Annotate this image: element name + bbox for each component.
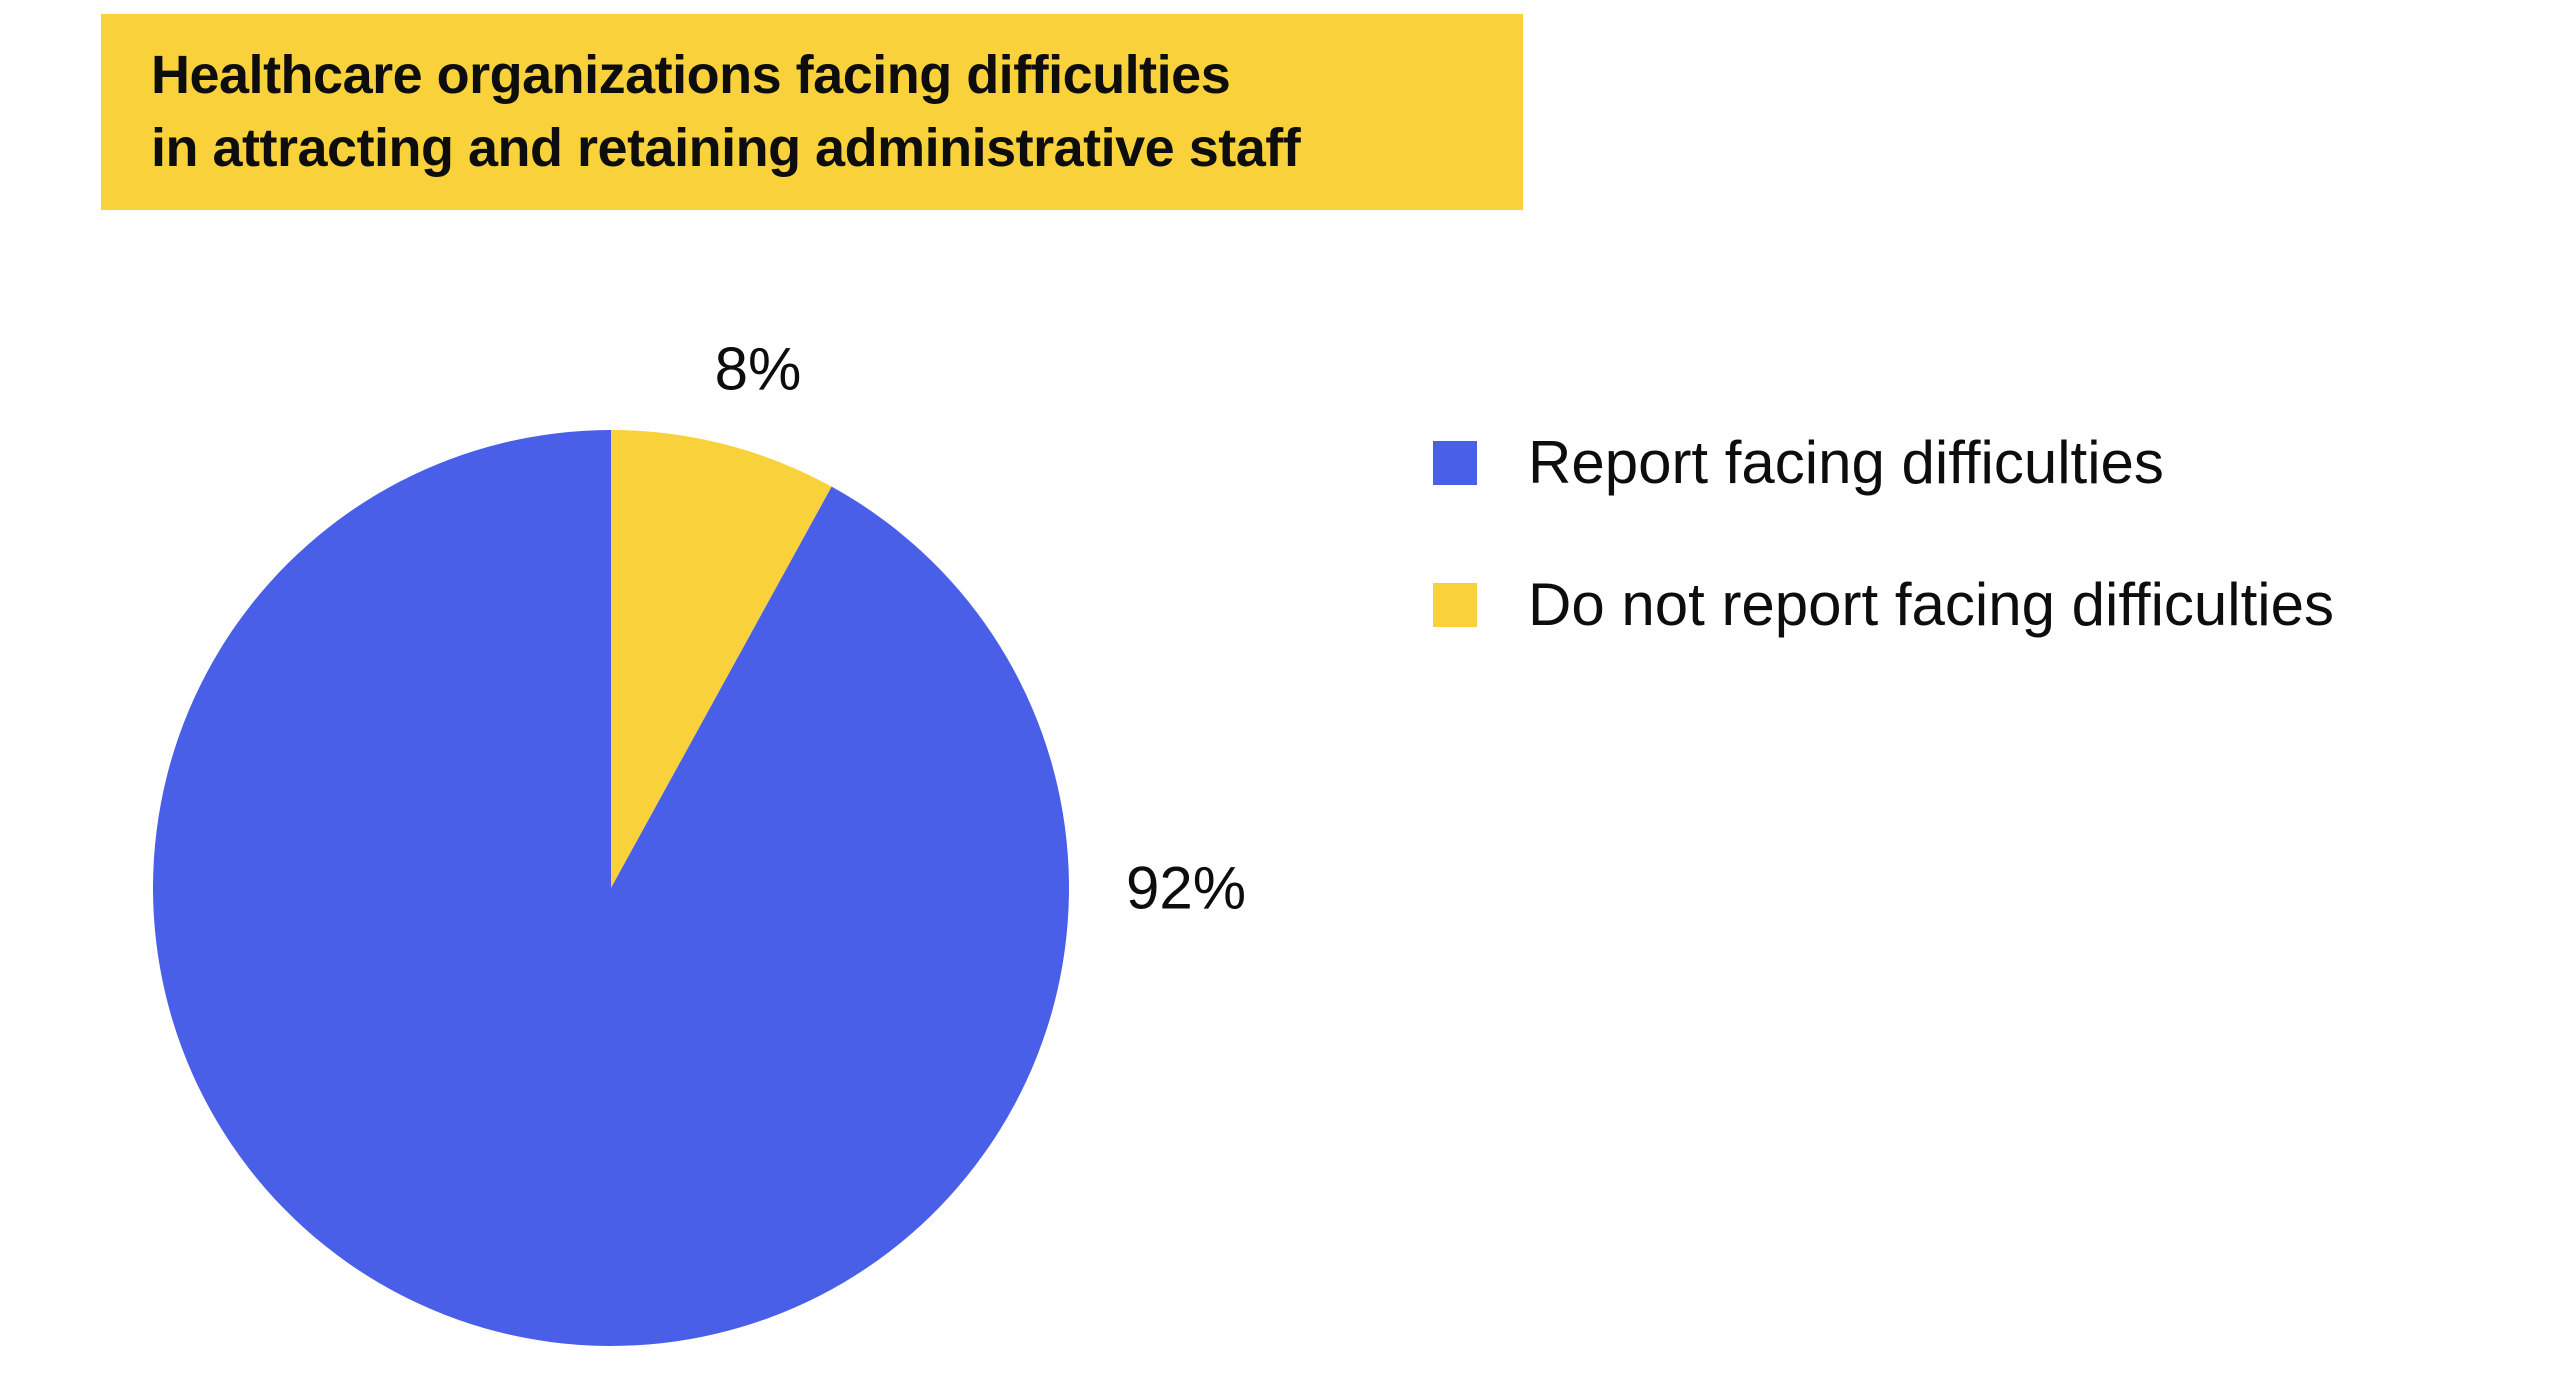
pie-label-92-percent: 92% [1125, 854, 1247, 922]
legend-label: Do not report facing difficulties [1528, 571, 2334, 638]
legend-item-1: Report facing difficulties [1433, 429, 2334, 496]
legend-swatch-icon [1433, 583, 1477, 627]
title-banner: Healthcare organizations facing difficul… [101, 14, 1523, 210]
page-title-line-1: Healthcare organizations facing difficul… [151, 45, 1231, 105]
pie-slice-92-percent [153, 430, 1069, 1346]
legend-label: Report facing difficulties [1528, 429, 2164, 496]
pie-chart [153, 430, 1069, 1346]
page-title-line-2: in attracting and retaining administrati… [151, 118, 1301, 178]
legend-item-2: Do not report facing difficulties [1433, 571, 2334, 638]
legend-swatch-icon [1433, 441, 1477, 485]
pie-slice-8-percent [611, 430, 832, 888]
pie-label-8-percent: 8% [714, 335, 802, 403]
legend: Report facing difficulties Do not report … [1433, 429, 2334, 638]
